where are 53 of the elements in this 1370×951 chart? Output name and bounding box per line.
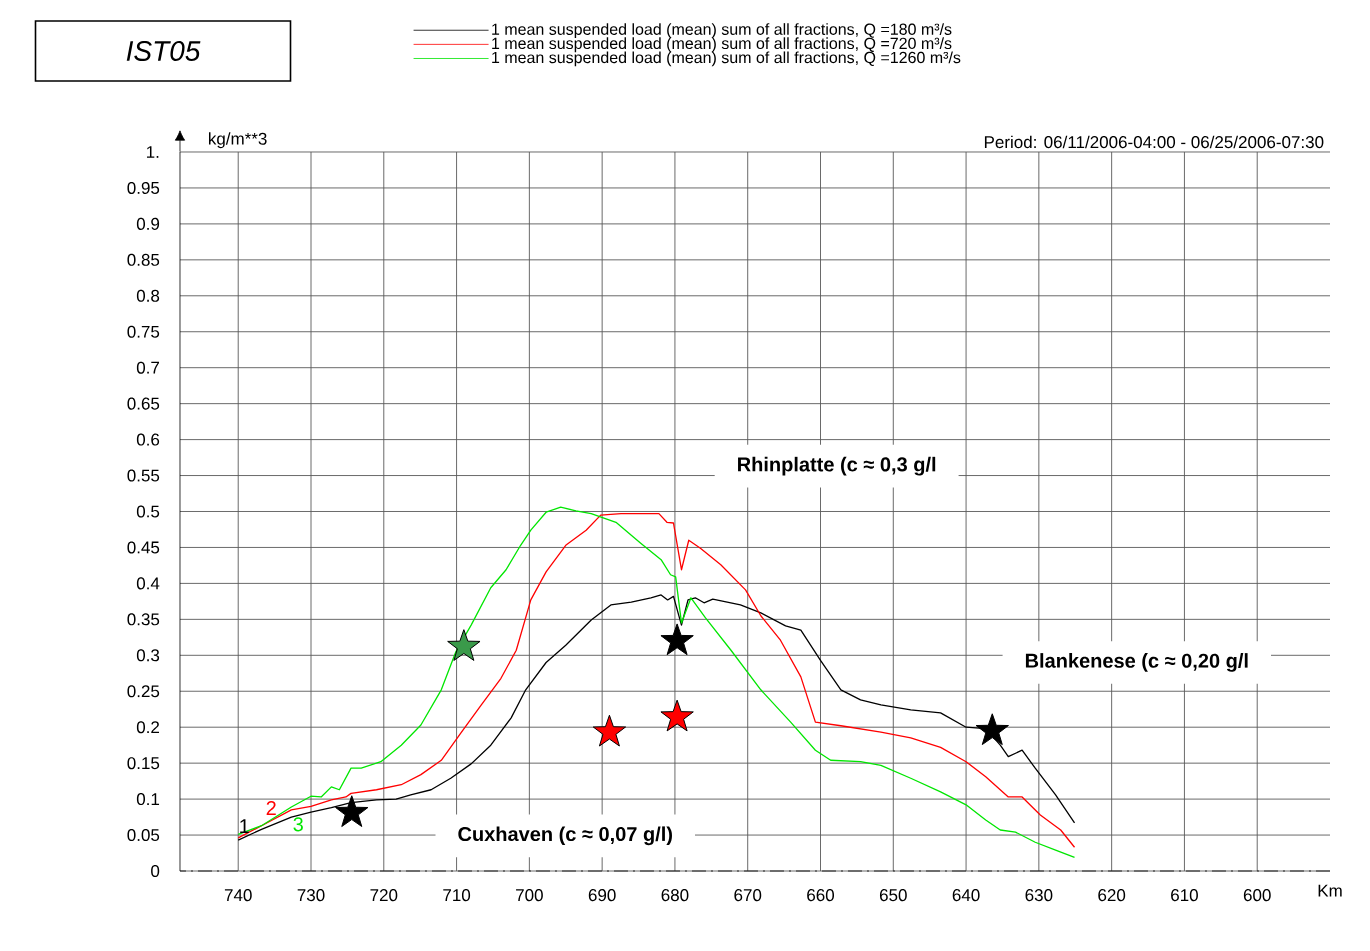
x-tick-label: 600 — [1243, 889, 1271, 902]
y-tick-label: 0.7 — [136, 361, 160, 374]
point — [447, 629, 481, 661]
x-tick-label: 700 — [516, 889, 543, 902]
annotation: 1 — [240, 819, 249, 833]
y-tick-label: 0.95 — [127, 181, 160, 194]
y-tick-label: 0.8 — [136, 289, 160, 302]
y-tick-label: 0 — [151, 864, 160, 878]
point — [335, 795, 369, 828]
y-tick-label: 0.3 — [136, 649, 160, 662]
x-tick-label: 610 — [1171, 889, 1198, 902]
y-tick-label: 0.05 — [127, 829, 160, 842]
y-tick-label: 0.15 — [127, 757, 160, 770]
x-tick-label: 730 — [297, 889, 325, 902]
x-tick-label: 690 — [588, 889, 616, 902]
annotation: 2 — [266, 800, 276, 815]
point — [592, 714, 627, 747]
y-tick-label: 0.85 — [127, 253, 160, 266]
y-tick-label: 0.2 — [136, 721, 160, 734]
annotation: Rhinplatte (c ≈ 0,3 g/l — [738, 456, 936, 476]
legend-label: 1 mean suspended load (mean) sum of all fractions, Q =1260 m³/s — [492, 51, 961, 67]
x-tick-label: 680 — [661, 889, 689, 902]
point — [660, 699, 694, 732]
x-tick-label: 640 — [952, 889, 980, 902]
point — [975, 713, 1009, 746]
y-tick-label: 0.4 — [136, 577, 160, 590]
x-tick-label: 620 — [1098, 889, 1126, 902]
x-tick-label: 630 — [1025, 889, 1053, 902]
x-tick-label: 650 — [879, 889, 907, 902]
annotation: 3 — [293, 817, 303, 832]
annotation: Cuxhaven (c ≈ 0,07 g/l) — [458, 826, 672, 846]
y-tick-label: 0.75 — [127, 325, 160, 338]
y-tick-label: 1. — [146, 146, 159, 158]
y-axis-title: kg/m**3 — [208, 132, 267, 149]
y-tick-label: 0.35 — [127, 613, 160, 626]
point — [660, 623, 694, 656]
x-axis-title: Km — [1318, 884, 1342, 897]
y-tick-label: 0.5 — [136, 505, 160, 518]
y-tick-label: 0.6 — [136, 433, 160, 446]
x-tick-label: 720 — [370, 889, 398, 902]
x-tick-label: 670 — [734, 889, 762, 902]
y-tick-label: 0.25 — [127, 685, 160, 698]
y-tick-label: 0.45 — [127, 541, 160, 554]
y-tick-label: 0.9 — [136, 217, 160, 230]
x-tick-label: 710 — [443, 889, 471, 902]
chart-subtitle: Period: 06/11/2006-04:00 - 06/25/2006-07:30 — [984, 135, 1324, 149]
x-tick-label: 740 — [224, 889, 252, 902]
x-tick-label: 660 — [807, 889, 835, 902]
annotation: Blankenese (c ≈ 0,20 g/l — [1025, 653, 1248, 672]
chart-title: IST05 — [126, 41, 201, 61]
y-tick-label: 0.55 — [127, 469, 160, 482]
y-tick-label: 0.65 — [127, 397, 160, 410]
y-tick-label: 0.1 — [136, 793, 160, 806]
